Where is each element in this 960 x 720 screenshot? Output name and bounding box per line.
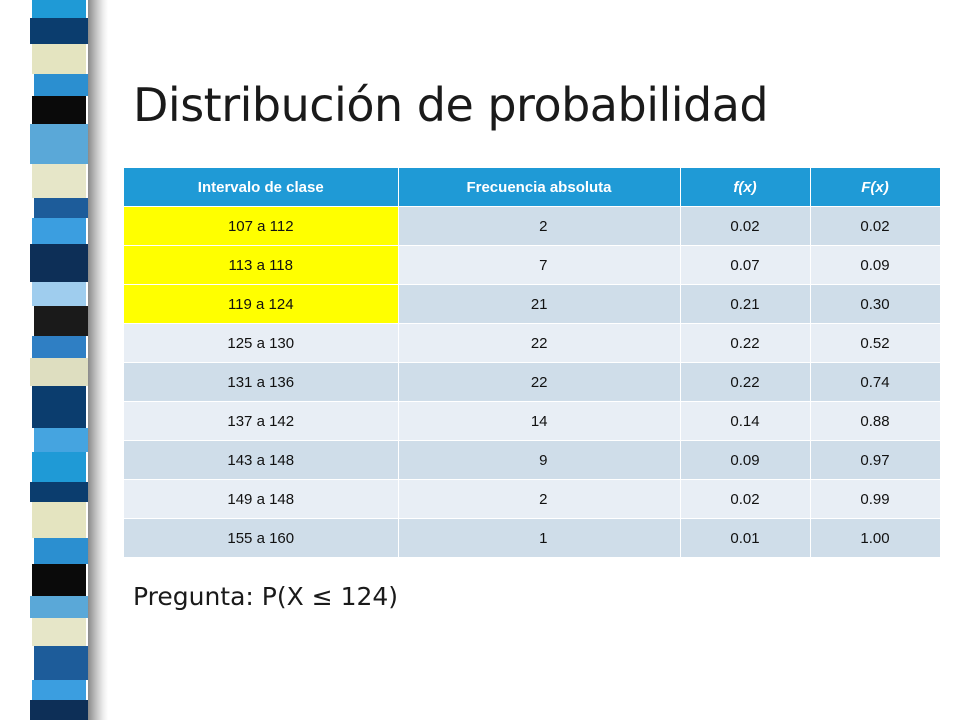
stripe-segment (32, 502, 86, 538)
fx-cell: 0.02 (680, 479, 811, 519)
cumulative-fx-cell: 0.52 (810, 323, 941, 363)
interval-cell: 143 a 148 (124, 440, 399, 480)
interval-cell: 107 a 112 (124, 206, 399, 246)
cumulative-fx-cell: 0.30 (810, 284, 941, 324)
interval-cell: 131 a 136 (124, 362, 399, 402)
stripe-segment (30, 358, 88, 386)
table-row: 155 a 160 1 0.01 1.00 (124, 518, 941, 557)
frequency-cell: 22 (398, 362, 681, 402)
fx-cell: 0.01 (680, 518, 811, 557)
frequency-cell: 14 (398, 401, 681, 441)
stripe-segment (34, 306, 88, 336)
table-header-row: Intervalo de clase Frecuencia absoluta f… (124, 168, 941, 207)
cumulative-fx-cell: 0.97 (810, 440, 941, 480)
interval-cell: 149 a 148 (124, 479, 399, 519)
stripe-segment (32, 0, 86, 18)
cumulative-fx-cell: 1.00 (810, 518, 941, 557)
stripe-segment (32, 44, 86, 74)
table-row: 125 a 130 22 0.22 0.52 (124, 323, 941, 363)
stripe-segment (30, 596, 88, 618)
stripe-segment (32, 618, 86, 646)
cumulative-fx-cell: 0.02 (810, 206, 941, 246)
stripe-segment (32, 164, 86, 198)
cumulative-fx-cell: 0.09 (810, 245, 941, 285)
cumulative-fx-cell: 0.88 (810, 401, 941, 441)
stripe-segment (30, 124, 88, 164)
fx-cell: 0.21 (680, 284, 811, 324)
decorative-stripe-bar (30, 0, 88, 720)
fx-cell: 0.09 (680, 440, 811, 480)
stripe-segment (30, 244, 88, 282)
interval-cell: 137 a 142 (124, 401, 399, 441)
stripe-bar-shadow (88, 0, 108, 720)
fx-cell: 0.14 (680, 401, 811, 441)
stripe-segment (32, 386, 86, 428)
fx-cell: 0.02 (680, 206, 811, 246)
frequency-table: Intervalo de clase Frecuencia absoluta f… (124, 168, 941, 557)
frequency-cell: 9 (398, 440, 681, 480)
slide-title: Distribución de probabilidad (133, 78, 769, 132)
stripe-segment (34, 428, 88, 452)
table-row: 143 a 148 9 0.09 0.97 (124, 440, 941, 480)
table-row: 107 a 112 2 0.02 0.02 (124, 206, 941, 246)
stripe-segment (30, 18, 88, 44)
interval-cell: 113 a 118 (124, 245, 399, 285)
stripe-segment (34, 646, 88, 680)
header-fx: f(x) (680, 168, 811, 207)
stripe-segment (34, 538, 88, 564)
question-text: Pregunta: P(X ≤ 124) (133, 582, 399, 611)
frequency-cell: 2 (398, 206, 681, 246)
frequency-cell: 7 (398, 245, 681, 285)
stripe-segment (34, 74, 88, 96)
fx-cell: 0.22 (680, 362, 811, 402)
fx-cell: 0.07 (680, 245, 811, 285)
stripe-segment (32, 336, 86, 358)
stripe-segment (32, 218, 86, 244)
frequency-cell: 21 (398, 284, 681, 324)
fx-cell: 0.22 (680, 323, 811, 363)
table-row: 149 a 148 2 0.02 0.99 (124, 479, 941, 519)
header-interval: Intervalo de clase (124, 168, 399, 207)
stripe-segment (32, 564, 86, 596)
table-row: 137 a 142 14 0.14 0.88 (124, 401, 941, 441)
table-row: 131 a 136 22 0.22 0.74 (124, 362, 941, 402)
table-row: 113 a 118 7 0.07 0.09 (124, 245, 941, 285)
cumulative-fx-cell: 0.99 (810, 479, 941, 519)
frequency-cell: 1 (398, 518, 681, 557)
interval-cell: 119 a 124 (124, 284, 399, 324)
stripe-segment (32, 96, 86, 124)
header-cumulative-fx: F(x) (810, 168, 941, 207)
table-row: 119 a 124 21 0.21 0.30 (124, 284, 941, 324)
stripe-segment (34, 198, 88, 218)
interval-cell: 155 a 160 (124, 518, 399, 557)
stripe-segment (32, 452, 86, 482)
frequency-cell: 22 (398, 323, 681, 363)
stripe-segment (30, 482, 88, 502)
stripe-segment (30, 700, 88, 720)
header-frequency: Frecuencia absoluta (398, 168, 681, 207)
frequency-cell: 2 (398, 479, 681, 519)
stripe-segment (32, 282, 86, 306)
interval-cell: 125 a 130 (124, 323, 399, 363)
stripe-segment (32, 680, 86, 700)
cumulative-fx-cell: 0.74 (810, 362, 941, 402)
